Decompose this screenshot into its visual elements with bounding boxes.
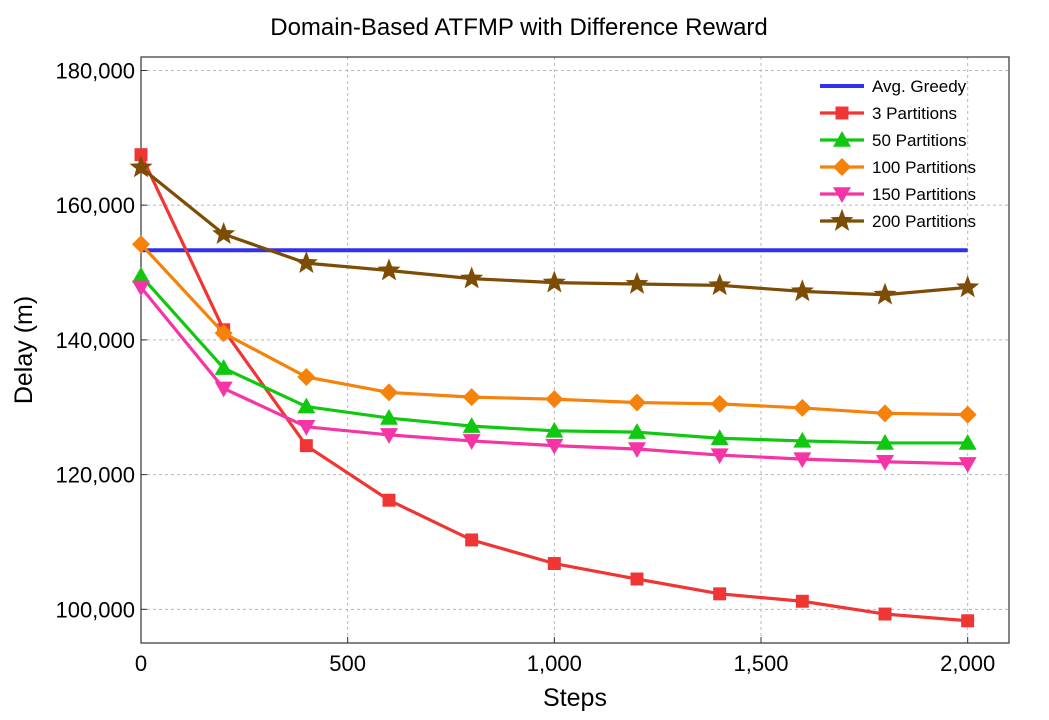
data-point (129, 155, 153, 178)
data-point (878, 607, 892, 621)
plot-frame (140, 56, 1010, 644)
data-point (132, 235, 150, 254)
data-point (833, 131, 851, 147)
legend-label: 100 Partitions (872, 158, 976, 177)
data-point (462, 388, 481, 407)
data-point (297, 397, 316, 414)
data-point (793, 398, 812, 417)
data-point (958, 433, 977, 450)
data-point (628, 442, 646, 459)
data-point (628, 393, 646, 412)
series-100-partitions (132, 235, 977, 424)
data-point (380, 428, 398, 444)
data-point (630, 572, 644, 586)
data-point (710, 448, 729, 465)
data-point (377, 258, 401, 281)
series-200-partitions (129, 155, 980, 305)
x-tick-label: 2,000 (940, 651, 995, 676)
legend-entry: 150 Partitions (820, 185, 976, 204)
data-point (465, 533, 479, 547)
data-point (873, 282, 897, 305)
y-tick-label: 120,000 (55, 463, 135, 488)
data-point (956, 275, 980, 298)
data-point (710, 394, 729, 413)
data-point (132, 266, 150, 283)
data-point (628, 423, 646, 439)
data-point (713, 587, 727, 601)
data-point (876, 404, 894, 423)
legend-entry: Avg. Greedy (820, 77, 967, 96)
data-point (830, 208, 854, 231)
y-tick-label: 180,000 (55, 58, 135, 83)
data-point (793, 452, 812, 469)
data-point (708, 273, 732, 296)
y-tick-label: 140,000 (55, 328, 135, 353)
data-point (961, 614, 975, 628)
chart-title: Domain-Based ATFMP with Difference Rewar… (270, 14, 768, 41)
legend-label: 200 Partitions (872, 212, 976, 231)
x-tick-label: 1,000 (527, 651, 582, 676)
legend-label: Avg. Greedy (872, 77, 967, 96)
legend-label: 50 Partitions (872, 131, 967, 150)
data-point (710, 429, 729, 445)
data-point (294, 250, 318, 273)
data-point (547, 557, 561, 570)
series-group (129, 148, 980, 628)
x-tick-label: 1,500 (733, 651, 788, 676)
data-point (297, 420, 316, 436)
data-point (212, 222, 236, 244)
data-point (462, 434, 481, 450)
data-point (380, 409, 398, 425)
data-point (214, 359, 233, 375)
x-tick-label: 0 (135, 651, 147, 676)
data-point (542, 270, 566, 293)
data-point (460, 266, 484, 289)
data-point (134, 148, 148, 162)
data-point (382, 493, 396, 507)
data-point (132, 280, 150, 297)
data-point (545, 438, 564, 455)
data-point (876, 455, 894, 471)
legend-entry: 200 Partitions (820, 208, 976, 231)
legend-label: 3 Partitions (872, 104, 957, 123)
y-axis: 100,000 120,000 140,000 160,000 180,000 (55, 58, 147, 622)
data-point (545, 390, 564, 409)
data-point (835, 106, 849, 120)
data-point (876, 433, 894, 450)
data-point (833, 187, 851, 203)
data-point (625, 271, 649, 294)
y-tick-label: 100,000 (55, 597, 135, 622)
data-point (462, 417, 481, 433)
data-point (214, 324, 233, 343)
data-point (793, 431, 812, 448)
x-axis-label: Steps (543, 684, 607, 712)
series-50-partitions (132, 266, 977, 450)
legend-entry: 100 Partitions (820, 158, 976, 177)
data-point (958, 405, 977, 424)
x-axis: 0 500 1,000 1,500 2,000 (135, 637, 995, 676)
data-point (790, 279, 814, 302)
legend-label: 150 Partitions (872, 185, 976, 204)
data-point (297, 367, 316, 386)
legend-entry: 50 Partitions (820, 131, 967, 150)
data-point (545, 421, 564, 438)
x-tick-label: 500 (329, 651, 366, 676)
data-point (795, 594, 809, 608)
legend-entry: 3 Partitions (820, 104, 957, 123)
legend: Avg. Greedy 3 Partitions 50 Partitions 100 … (820, 77, 976, 231)
series-3-partitions (134, 148, 975, 628)
data-point (380, 383, 398, 402)
data-point (299, 439, 313, 453)
data-point (214, 381, 233, 398)
series-150-partitions (132, 280, 977, 473)
y-tick-label: 160,000 (55, 193, 135, 218)
grid (141, 57, 1009, 643)
data-point (833, 158, 851, 176)
data-point (958, 457, 977, 473)
y-axis-label: Delay (m) (10, 296, 38, 404)
